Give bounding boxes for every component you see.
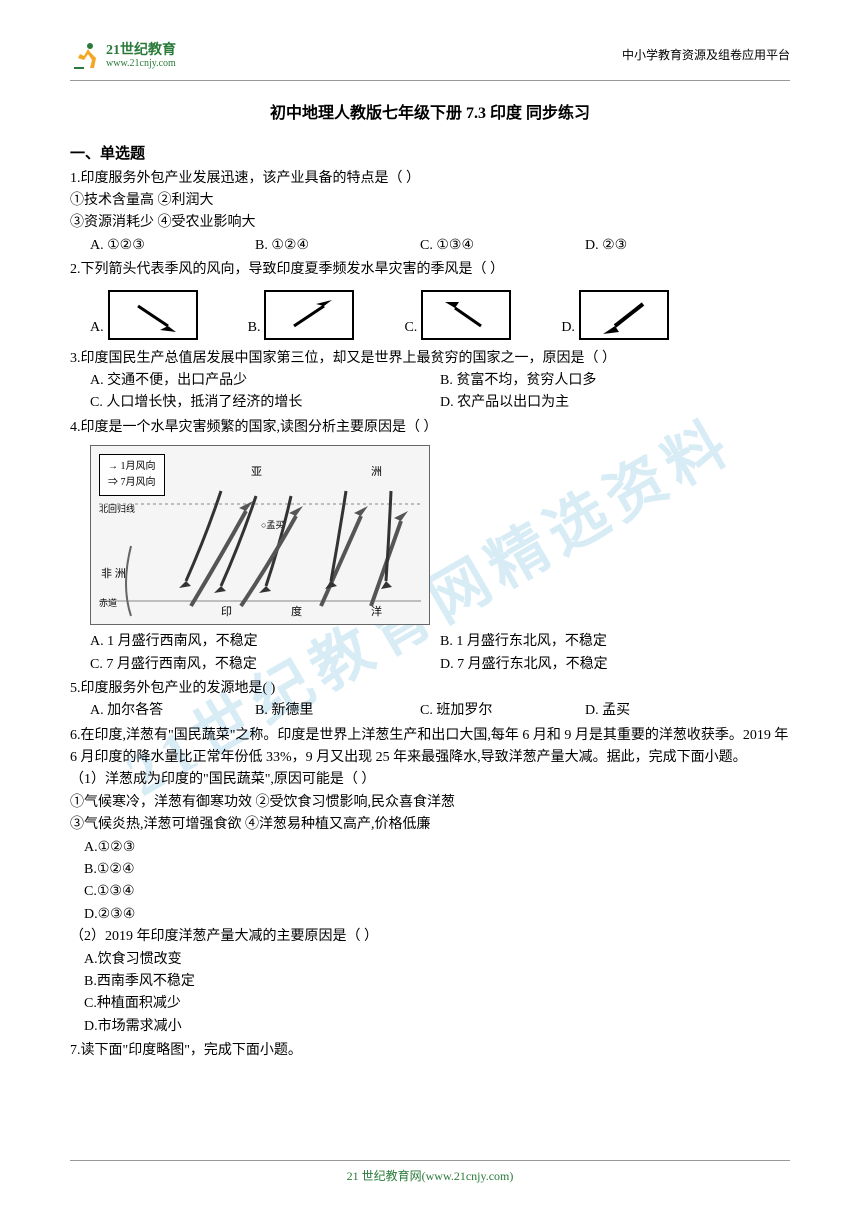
q3-opt-b: B. 贫富不均，贫穷人口多 — [440, 370, 790, 392]
q4-text: 4.印度是一个水旱灾害频繁的国家,读图分析主要原因是（ ） — [70, 417, 790, 439]
q2-label-b: B. — [248, 317, 261, 339]
q2-label-c: C. — [404, 317, 417, 339]
q6-sub2: （2）2019 年印度洋葱产量大减的主要原因是（ ） — [70, 926, 790, 948]
logo-sub-text: www.21cnjy.com — [106, 58, 176, 69]
q6-s1-d: D.②③④ — [70, 904, 790, 926]
logo: 21世纪教育 www.21cnjy.com — [70, 40, 176, 72]
arrow-nw-icon — [423, 292, 513, 342]
q6-s2-b: B.西南季风不稳定 — [70, 971, 790, 993]
arrow-box-b — [264, 290, 354, 340]
footer-text: 21 世纪教育网(www.21cnjy.com) — [347, 1169, 514, 1183]
q4-opt-c: C. 7 月盛行西南风，不稳定 — [90, 654, 440, 676]
header-right-text: 中小学教育资源及组卷应用平台 — [622, 46, 790, 65]
q2-item-c: C. — [404, 290, 511, 340]
q4-opt-d: D. 7 月盛行东北风，不稳定 — [440, 654, 790, 676]
q2-item-a: A. — [90, 290, 198, 340]
q6-s2-d: D.市场需求减小 — [70, 1016, 790, 1038]
q6-s2-a: A.饮食习惯改变 — [70, 949, 790, 971]
q5-options: A. 加尔各答 B. 新德里 C. 班加罗尔 D. 孟买 — [70, 700, 790, 722]
q2-item-d: D. — [561, 290, 669, 340]
q1-line1: ①技术含量高 ②利润大 — [70, 190, 790, 212]
arrow-sw-icon — [581, 292, 671, 342]
question-1: 1.印度服务外包产业发展迅速，该产业具备的特点是（ ） ①技术含量高 ②利润大 … — [70, 168, 790, 258]
q1-opt-b: B. ①②④ — [255, 235, 420, 257]
q2-text: 2.下列箭头代表季风的风向，导致印度夏季频发水旱灾害的季风是（ ） — [70, 259, 790, 281]
q6-s1-b: B.①②④ — [70, 859, 790, 881]
q1-options: A. ①②③ B. ①②④ C. ①③④ D. ②③ — [70, 235, 790, 257]
arrow-box-d — [579, 290, 669, 340]
q7-text: 7.读下面"印度略图"，完成下面小题。 — [70, 1040, 790, 1062]
question-4: 4.印度是一个水旱灾害频繁的国家,读图分析主要原因是（ ） → 1月风向 ⇒ 7… — [70, 417, 790, 676]
question-5: 5.印度服务外包产业的发源地是( ) A. 加尔各答 B. 新德里 C. 班加罗… — [70, 678, 790, 723]
q6-s2-c: C.种植面积减少 — [70, 993, 790, 1015]
question-3: 3.印度国民生产总值居发展中国家第三位，却又是世界上最贫穷的国家之一，原因是（ … — [70, 348, 790, 415]
page-content: 21世纪教育 www.21cnjy.com 中小学教育资源及组卷应用平台 初中地… — [70, 40, 790, 1063]
arrow-box-a — [108, 290, 198, 340]
q1-opt-c: C. ①③④ — [420, 235, 585, 257]
arrow-box-c — [421, 290, 511, 340]
monsoon-arrows-icon — [91, 446, 431, 626]
arrow-ne-icon — [266, 292, 356, 342]
q6-sub1: （1）洋葱成为印度的"国民蔬菜",原因可能是（ ） — [70, 769, 790, 791]
monsoon-map: → 1月风向 ⇒ 7月风向 亚 洲 北回归线 ○孟买 非 洲 赤道 印 度 洋 — [90, 445, 430, 625]
q6-line2: ③气候炎热,洋葱可增强食欲 ④洋葱易种植又高产,价格低廉 — [70, 814, 790, 836]
q6-s1-a: A.①②③ — [70, 837, 790, 859]
q2-item-b: B. — [248, 290, 355, 340]
q6-intro: 6.在印度,洋葱有"国民蔬菜"之称。印度是世界上洋葱生产和出口大国,每年 6 月… — [70, 725, 790, 770]
arrow-se-icon — [110, 292, 200, 342]
q3-opt-d: D. 农产品以出口为主 — [440, 392, 790, 414]
q2-label-a: A. — [90, 317, 104, 339]
q5-opt-b: B. 新德里 — [255, 700, 420, 722]
q5-opt-c: C. 班加罗尔 — [420, 700, 585, 722]
logo-running-icon — [70, 40, 102, 72]
q5-text: 5.印度服务外包产业的发源地是( ) — [70, 678, 790, 700]
logo-main-text: 21世纪教育 — [106, 43, 176, 58]
q3-opt-a: A. 交通不便，出口产品少 — [90, 370, 440, 392]
q5-opt-a: A. 加尔各答 — [90, 700, 255, 722]
q1-opt-a: A. ①②③ — [90, 235, 255, 257]
section-1-header: 一、单选题 — [70, 142, 790, 166]
q6-s1-c: C.①③④ — [70, 881, 790, 903]
q3-options: A. 交通不便，出口产品少 B. 贫富不均，贫穷人口多 C. 人口增长快，抵消了… — [70, 370, 790, 415]
q1-text: 1.印度服务外包产业发展迅速，该产业具备的特点是（ ） — [70, 168, 790, 190]
question-7: 7.读下面"印度略图"，完成下面小题。 — [70, 1040, 790, 1062]
q4-opt-b: B. 1 月盛行东北风，不稳定 — [440, 631, 790, 653]
q1-opt-d: D. ②③ — [585, 235, 750, 257]
q2-arrow-options: A. B. C. — [70, 290, 790, 340]
q4-options: A. 1 月盛行西南风，不稳定 B. 1 月盛行东北风，不稳定 C. 7 月盛行… — [70, 631, 790, 676]
page-footer: 21 世纪教育网(www.21cnjy.com) — [70, 1160, 790, 1186]
q1-line2: ③资源消耗少 ④受农业影响大 — [70, 212, 790, 234]
question-6: 6.在印度,洋葱有"国民蔬菜"之称。印度是世界上洋葱生产和出口大国,每年 6 月… — [70, 725, 790, 1038]
q4-opt-a: A. 1 月盛行西南风，不稳定 — [90, 631, 440, 653]
q3-opt-c: C. 人口增长快，抵消了经济的增长 — [90, 392, 440, 414]
q5-opt-d: D. 孟买 — [585, 700, 750, 722]
page-header: 21世纪教育 www.21cnjy.com 中小学教育资源及组卷应用平台 — [70, 40, 790, 81]
logo-text-group: 21世纪教育 www.21cnjy.com — [106, 43, 176, 69]
q2-label-d: D. — [561, 317, 575, 339]
q6-line1: ①气候寒冷，洋葱有御寒功效 ②受饮食习惯影响,民众喜食洋葱 — [70, 792, 790, 814]
question-2: 2.下列箭头代表季风的风向，导致印度夏季频发水旱灾害的季风是（ ） A. B. — [70, 259, 790, 339]
q3-text: 3.印度国民生产总值居发展中国家第三位，却又是世界上最贫穷的国家之一，原因是（ … — [70, 348, 790, 370]
page-title: 初中地理人教版七年级下册 7.3 印度 同步练习 — [70, 101, 790, 127]
